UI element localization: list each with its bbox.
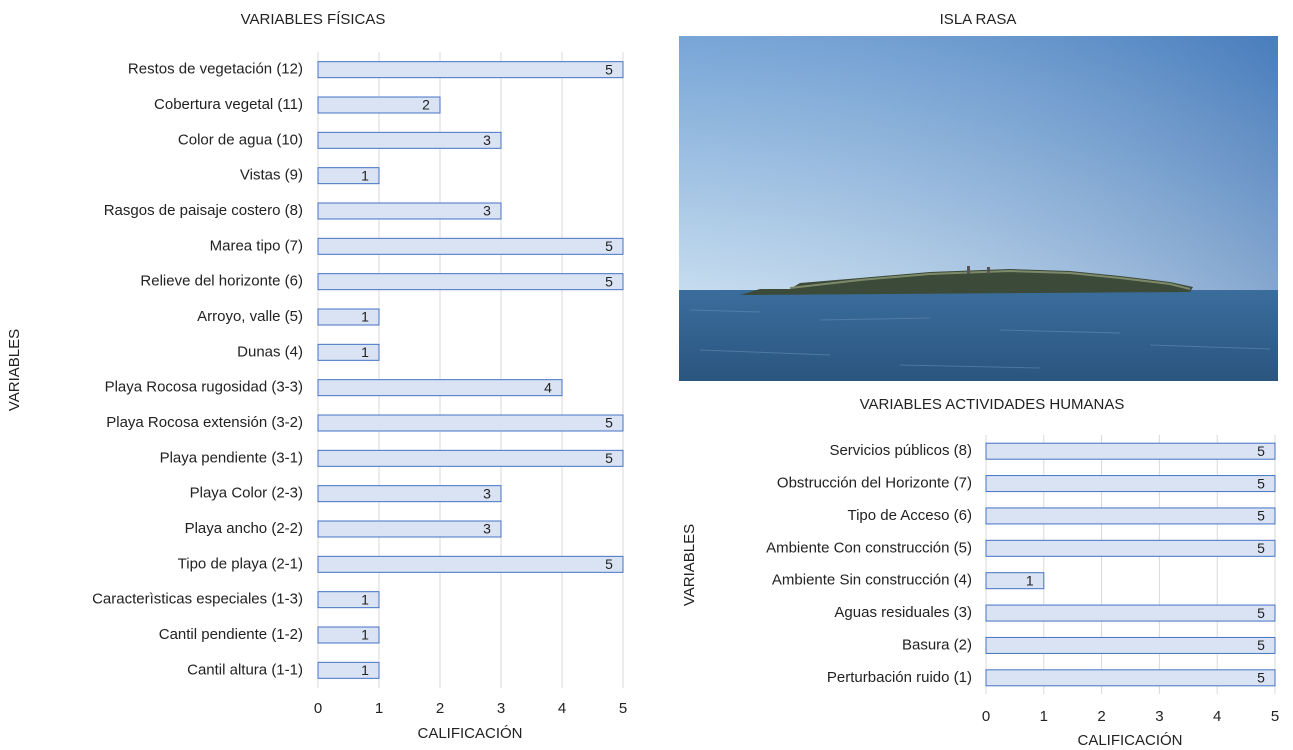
y-tick-label: Cobertura vegetal (11) (154, 96, 303, 113)
y-tick-label: Vistas (9) (240, 167, 303, 184)
value-label: 5 (1257, 605, 1265, 621)
value-label: 1 (361, 167, 369, 183)
bar (985, 442, 1276, 460)
bar (317, 202, 502, 220)
bar (317, 449, 624, 467)
y-tick-label: Tipo de playa (2-1) (178, 555, 303, 572)
y-tick-label: Caracterìsticas especiales (1-3) (92, 591, 303, 608)
photo-title: ISLA RASA (940, 11, 1017, 28)
bar (317, 167, 380, 185)
value-label: 1 (361, 627, 369, 643)
x-tick-label: 0 (314, 700, 322, 717)
y-tick-label: Arroyo, valle (5) (197, 308, 303, 325)
chart-title: VARIABLES FÍSICAS (241, 11, 386, 28)
value-label: 5 (605, 415, 613, 431)
bar (317, 237, 624, 255)
x-tick-label: 0 (982, 708, 990, 725)
y-tick-label: Color de agua (10) (178, 131, 303, 148)
x-tick-label: 4 (1213, 708, 1221, 725)
bar (317, 626, 380, 644)
bar (317, 520, 502, 538)
y-tick-label: Relieve del horizonte (6) (140, 273, 303, 290)
y-tick-label: Rasgos de paisaje costero (8) (104, 202, 303, 219)
bar (985, 539, 1276, 557)
value-label: 5 (1257, 670, 1265, 686)
value-label: 1 (361, 344, 369, 360)
y-axis-title: VARIABLES (6, 329, 23, 411)
y-axis-title: VARIABLES (681, 524, 698, 606)
y-tick-label: Ambiente Sin construcción (4) (772, 572, 972, 589)
x-tick-label: 5 (1271, 708, 1279, 725)
bar (985, 636, 1276, 654)
value-label: 3 (483, 132, 491, 148)
x-tick-label: 5 (619, 700, 627, 717)
value-label: 5 (605, 450, 613, 466)
value-label: 3 (483, 203, 491, 219)
value-label: 5 (605, 238, 613, 254)
bar (317, 131, 502, 149)
bar (985, 475, 1276, 493)
y-tick-label: Servicios públicos (8) (829, 442, 972, 459)
value-label: 5 (605, 556, 613, 572)
bar (317, 96, 441, 114)
y-tick-label: Tipo de Acceso (6) (847, 507, 972, 524)
value-label: 5 (1257, 475, 1265, 491)
value-label: 1 (1026, 572, 1034, 588)
bar (317, 343, 380, 361)
bar (317, 661, 380, 679)
x-axis-title: CALIFICACIÓN (417, 725, 522, 742)
x-tick-label: 4 (558, 700, 566, 717)
bar (985, 572, 1045, 590)
y-tick-label: Playa Rocosa rugosidad (3-3) (105, 379, 303, 396)
bar (317, 591, 380, 609)
value-label: 1 (361, 591, 369, 607)
bar (985, 669, 1276, 687)
x-tick-label: 1 (1040, 708, 1048, 725)
x-tick-label: 1 (375, 700, 383, 717)
value-label: 2 (422, 97, 430, 113)
x-axis-title: CALIFICACIÓN (1077, 732, 1182, 749)
y-tick-label: Restos de vegetación (12) (128, 61, 303, 78)
x-tick-label: 2 (1097, 708, 1105, 725)
value-label: 1 (361, 309, 369, 325)
y-tick-label: Obstrucción del Horizonte (7) (777, 475, 972, 492)
chart-title: VARIABLES ACTIVIDADES HUMANAS (860, 396, 1125, 413)
bar (317, 379, 563, 397)
value-label: 5 (1257, 508, 1265, 524)
value-label: 5 (605, 273, 613, 289)
y-tick-label: Playa Rocosa extensión (3-2) (106, 414, 303, 431)
bar (317, 414, 624, 432)
bar (317, 485, 502, 503)
y-tick-label: Playa ancho (2-2) (185, 520, 303, 537)
y-tick-label: Playa pendiente (3-1) (160, 449, 303, 466)
x-tick-label: 3 (497, 700, 505, 717)
value-label: 1 (361, 662, 369, 678)
bar (985, 507, 1276, 525)
y-tick-label: Basura (2) (902, 636, 972, 653)
bar (985, 604, 1276, 622)
bar (317, 308, 380, 326)
value-label: 5 (1257, 540, 1265, 556)
value-label: 5 (1257, 443, 1265, 459)
value-label: 4 (544, 379, 552, 395)
y-tick-label: Cantil pendiente (1-2) (159, 626, 303, 643)
value-label: 3 (483, 485, 491, 501)
bar (317, 273, 624, 291)
value-label: 3 (483, 521, 491, 537)
x-tick-label: 2 (436, 700, 444, 717)
y-tick-label: Playa Color (2-3) (190, 485, 303, 502)
y-tick-label: Ambiente Con construcción (5) (766, 539, 972, 556)
bar (317, 61, 624, 79)
y-tick-label: Marea tipo (7) (210, 237, 303, 254)
value-label: 5 (1257, 637, 1265, 653)
photo: ISLA RASA (679, 11, 1278, 381)
y-tick-label: Aguas residuales (3) (834, 604, 972, 621)
y-tick-label: Cantil altura (1-1) (187, 661, 303, 678)
y-tick-label: Perturbación ruido (1) (827, 669, 972, 686)
value-label: 5 (605, 61, 613, 77)
x-tick-label: 3 (1155, 708, 1163, 725)
y-tick-label: Dunas (4) (237, 343, 303, 360)
bar (317, 555, 624, 573)
